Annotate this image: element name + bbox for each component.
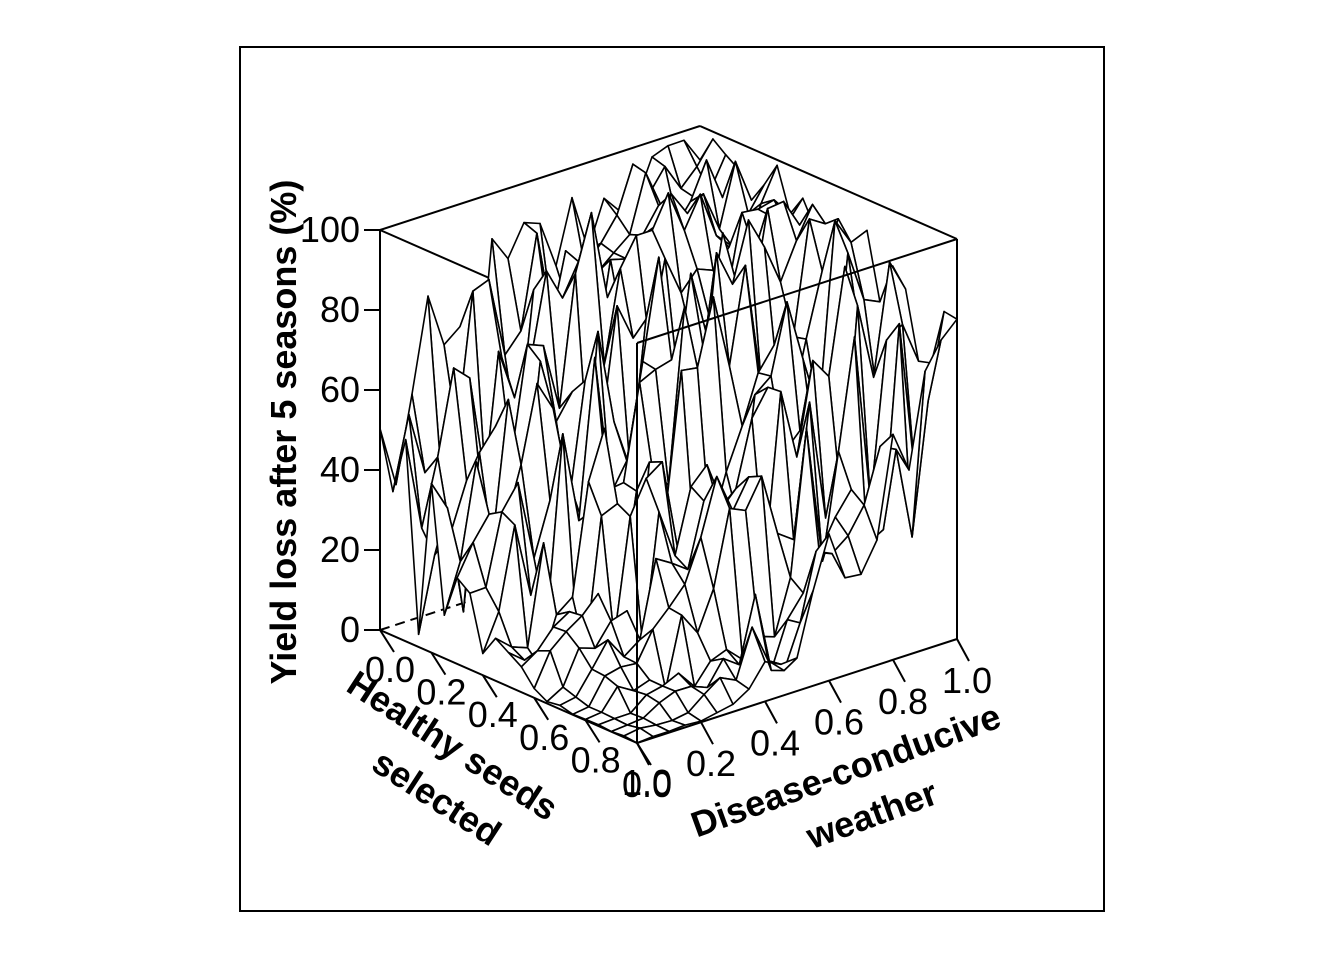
x-tick <box>584 719 601 743</box>
x-tick <box>533 697 550 721</box>
y-tick-label: 0.0 <box>622 764 672 805</box>
y-tick <box>636 742 650 766</box>
z-axis: 0 20 40 60 80 100 <box>300 209 380 650</box>
y-tick <box>764 700 778 724</box>
x-tick-label: 0.4 <box>468 694 518 735</box>
plot-frame <box>239 46 1105 912</box>
x-tick-label: 0.2 <box>416 672 466 713</box>
z-tick-label: 0 <box>340 609 360 650</box>
z-tick-label: 100 <box>300 209 360 250</box>
x-tick <box>481 674 498 698</box>
y-tick-label: 0.6 <box>814 702 864 743</box>
z-tick-label: 20 <box>320 529 360 570</box>
box-edge-floor-left <box>379 629 638 744</box>
z-tick-label: 80 <box>320 289 360 330</box>
x-axis: 0.00.20.40.60.81.0 <box>365 629 672 803</box>
surface-facet <box>379 413 410 493</box>
box-edge-top-back <box>379 125 701 231</box>
x-tick-label: 0.6 <box>519 717 569 758</box>
z-axis-title: Yield loss after 5 seasons (%) <box>263 180 304 685</box>
z-tick-label: 40 <box>320 449 360 490</box>
x-tick-label: 0.8 <box>571 739 621 780</box>
x-tick <box>430 652 447 676</box>
y-tick <box>700 721 714 745</box>
front-box-lines <box>379 125 958 744</box>
y-tick-label: 0.4 <box>750 722 800 763</box>
surface-mesh <box>379 138 958 744</box>
box-edge-top-front <box>636 238 958 344</box>
y-tick <box>828 680 842 704</box>
x-tick-label: 1.0 <box>622 762 672 803</box>
box-edge-floor-right <box>636 638 958 744</box>
y-tick <box>892 659 906 683</box>
box-edge-top-right <box>699 125 958 240</box>
y-tick-label: 0.2 <box>686 743 736 784</box>
x-tick-label: 0.0 <box>365 649 415 690</box>
z-tick-label: 60 <box>320 369 360 410</box>
y-axis: 0.0 0.2 0.4 0.6 0.8 1.0 <box>622 638 992 805</box>
y-tick-label: 0.8 <box>878 681 928 722</box>
y-tick <box>956 638 970 662</box>
x-tick <box>379 629 395 653</box>
y-tick-label: 1.0 <box>942 660 992 701</box>
